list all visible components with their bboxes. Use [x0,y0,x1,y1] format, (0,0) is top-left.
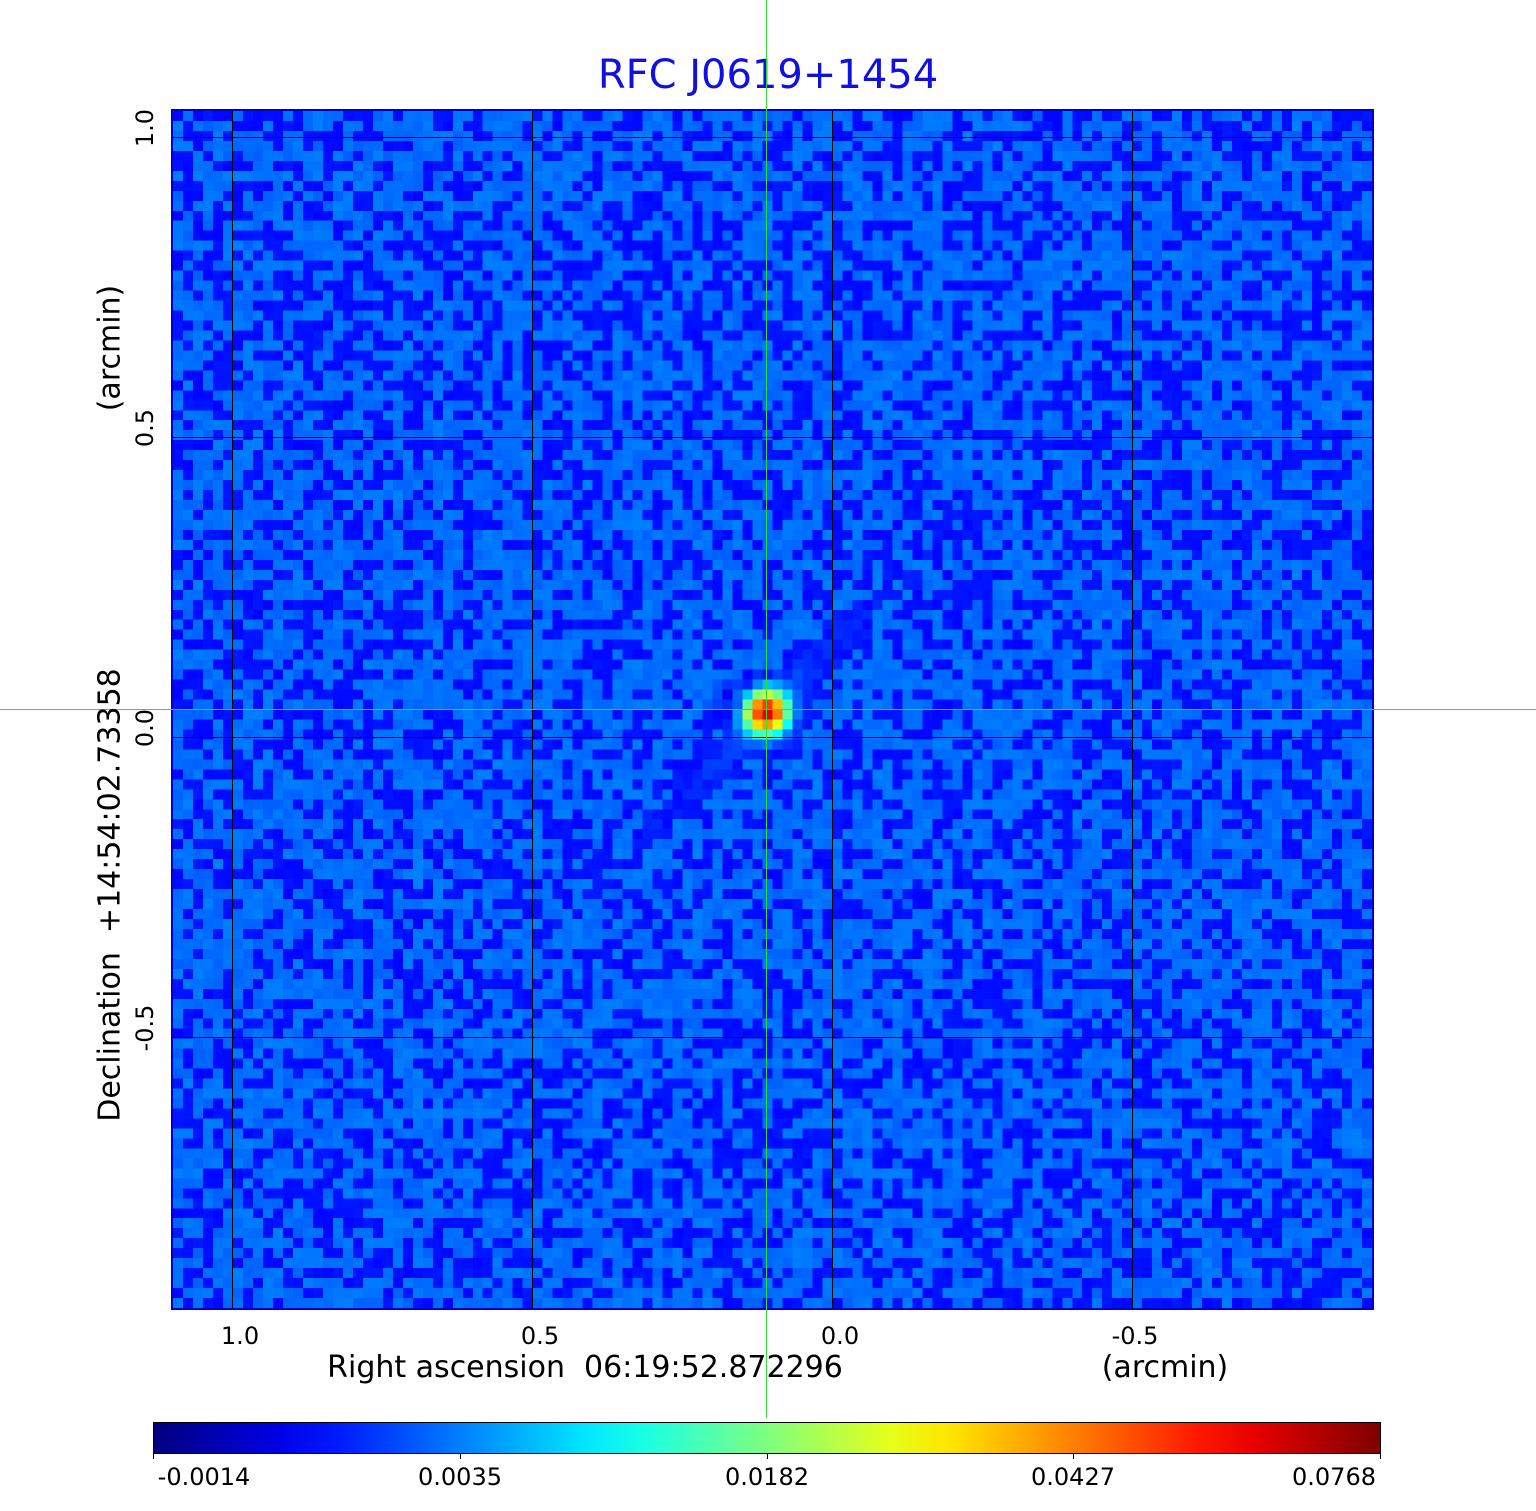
x-axis-unit: (arcmin) [1101,1350,1229,1385]
y-tick-label: 1.0 [131,108,159,148]
x-tick-label: 1.0 [220,1322,260,1350]
colorbar-tick-label: 0.0182 [725,1463,809,1491]
grid-line-y--0.5 [173,1037,1372,1038]
grid-line-y-0.5 [173,437,1372,438]
y-tick-label: 0.5 [131,408,159,448]
x-tick-label: -0.5 [1111,1322,1159,1350]
x-tick-label: 0.0 [820,1322,860,1350]
colorbar-tick [1073,1453,1074,1459]
y-tick-label: 0.0 [131,708,159,748]
colorbar [153,1422,1381,1454]
y-axis-unit: (arcmin) [92,284,128,412]
grid-line-y-1.0 [173,137,1372,138]
colorbar-tick-label: 0.0427 [1031,1463,1115,1491]
colorbar-tick-label: 0.0768 [1292,1463,1376,1491]
colorbar-tick [767,1453,768,1459]
colorbar-tick [153,1453,154,1459]
colorbar-tick [460,1453,461,1459]
grid-line-y-0.0 [173,737,1372,738]
y-axis-label: Declination +14:54:02.73358 [92,668,128,1122]
chart-title: RFC J0619+1454 [597,52,939,98]
crosshair-horizontal [0,709,1536,710]
colorbar-tick-label: -0.0014 [157,1463,251,1491]
colorbar-tick-label: 0.0035 [418,1463,502,1491]
y-tick-label: -0.5 [131,1004,159,1052]
x-tick-label: 0.5 [520,1322,560,1350]
x-axis-label: Right ascension 06:19:52.872296 [327,1350,843,1385]
colorbar-tick [1380,1453,1381,1459]
